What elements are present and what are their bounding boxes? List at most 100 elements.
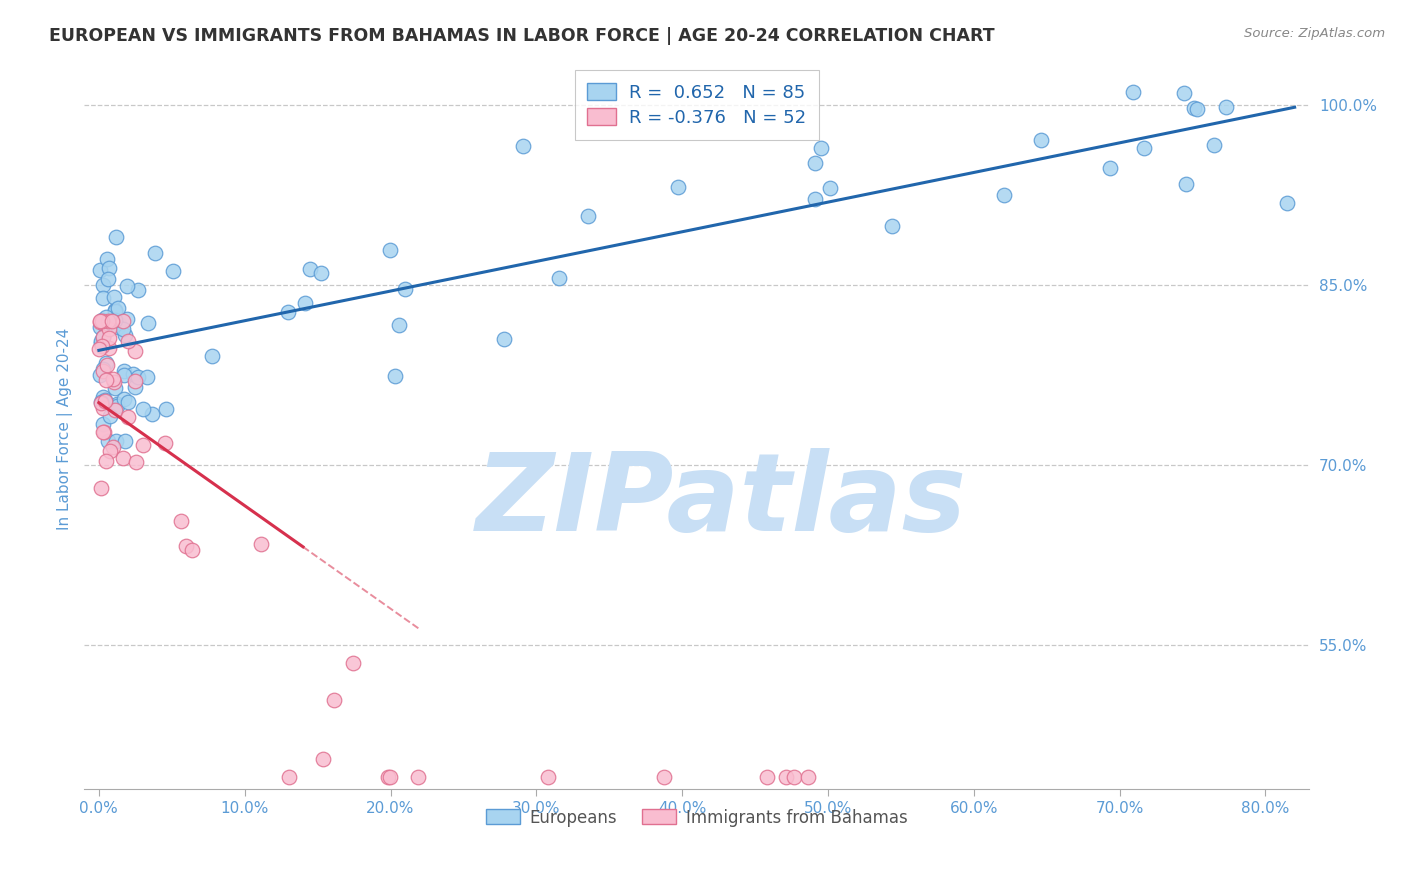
Point (170, 515, 193, 529)
Point (180, 543, 202, 558)
Point (155, 401, 177, 416)
Point (388, 318, 411, 333)
Point (114, 434, 136, 448)
Point (112, 322, 135, 336)
Point (125, 455, 148, 469)
Point (91, 314, 114, 328)
Point (143, 246, 166, 260)
Point (547, 270, 569, 285)
Point (1185, 103, 1208, 117)
Point (90, 335, 112, 350)
Point (98, 322, 121, 336)
Point (131, 401, 153, 416)
Point (89, 368, 111, 382)
Point (652, 770, 675, 784)
Point (104, 303, 127, 318)
Point (93, 394, 115, 409)
Point (804, 192, 827, 206)
Point (89, 262, 111, 277)
Point (1122, 86, 1144, 100)
Point (111, 451, 134, 466)
Point (105, 399, 128, 413)
Point (93, 425, 115, 439)
Point (121, 367, 143, 381)
Point (1029, 133, 1052, 147)
Point (112, 364, 135, 378)
Point (394, 282, 416, 296)
Point (153, 435, 176, 450)
Point (96, 358, 118, 372)
Point (91, 401, 114, 415)
Point (104, 304, 127, 318)
Y-axis label: In Labor Force | Age 20-24: In Labor Force | Age 20-24 (58, 327, 73, 530)
Point (94, 356, 117, 370)
Point (114, 327, 136, 342)
Point (101, 314, 124, 328)
Point (124, 344, 146, 359)
Point (112, 314, 135, 328)
Point (108, 318, 131, 332)
Point (537, 770, 560, 784)
Point (512, 139, 534, 153)
Point (103, 290, 125, 304)
Point (107, 301, 129, 315)
Point (797, 770, 820, 784)
Point (115, 279, 138, 293)
Point (94, 373, 117, 387)
Point (136, 316, 159, 330)
Point (104, 230, 127, 244)
Point (755, 770, 778, 784)
Point (127, 370, 149, 384)
Point (117, 334, 139, 348)
Point (90, 334, 112, 349)
Point (1182, 102, 1205, 116)
Point (342, 656, 364, 670)
Point (782, 770, 804, 784)
Point (91, 313, 114, 327)
Point (1215, 100, 1237, 114)
Point (89, 314, 111, 328)
Point (101, 440, 124, 454)
Point (1174, 177, 1197, 191)
Point (377, 770, 399, 784)
Point (775, 770, 797, 784)
Point (278, 770, 301, 784)
Point (141, 407, 163, 421)
Point (93, 417, 115, 432)
Point (101, 372, 124, 386)
Point (378, 243, 401, 257)
Point (378, 770, 401, 784)
Point (312, 752, 335, 766)
Point (104, 381, 127, 395)
Point (1098, 161, 1121, 176)
Point (277, 305, 299, 319)
Point (117, 409, 139, 424)
Point (201, 350, 224, 364)
Point (104, 434, 127, 448)
Point (91, 425, 114, 440)
Point (131, 438, 153, 452)
Point (97, 272, 120, 286)
Point (1132, 141, 1154, 155)
Point (993, 188, 1015, 202)
Point (406, 770, 429, 784)
Point (103, 376, 125, 390)
Point (1173, 86, 1195, 100)
Point (1275, 195, 1298, 210)
Point (818, 181, 841, 195)
Point (91, 361, 114, 376)
Point (96, 252, 118, 266)
Point (162, 264, 184, 278)
Point (90, 395, 112, 409)
Point (112, 392, 135, 406)
Legend: Europeans, Immigrants from Bahamas: Europeans, Immigrants from Bahamas (478, 800, 915, 835)
Point (127, 283, 149, 297)
Point (91, 339, 114, 353)
Point (384, 368, 406, 383)
Point (299, 261, 322, 276)
Point (107, 319, 129, 334)
Point (98, 409, 121, 424)
Point (98, 342, 121, 356)
Point (666, 180, 689, 194)
Point (97, 314, 120, 328)
